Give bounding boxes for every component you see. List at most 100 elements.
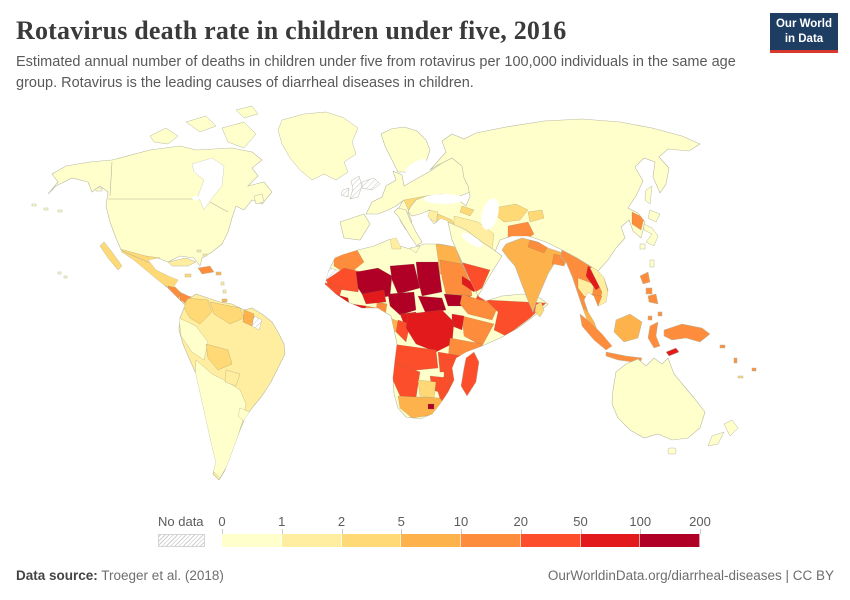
region-baja-california[interactable]: [99, 241, 123, 271]
caspian-sea: [481, 198, 499, 230]
region-peru[interactable]: [179, 317, 209, 361]
legend-bin-100-200[interactable]: [640, 534, 700, 547]
region-vancouver-island[interactable]: [95, 187, 103, 192]
region-ivory-coast[interactable]: [351, 303, 367, 319]
region-sulawesi[interactable]: [647, 321, 661, 349]
region-puerto-rico[interactable]: [215, 271, 222, 276]
region-botswana[interactable]: [417, 379, 437, 399]
legend-color-bar[interactable]: [222, 534, 700, 547]
region-new-zealand-south[interactable]: [707, 431, 725, 447]
region-sierra-leone-liberia[interactable]: [333, 304, 353, 318]
region-venezuela[interactable]: [209, 301, 245, 325]
legend-bin-20-50[interactable]: [520, 534, 581, 547]
region-sakhalin[interactable]: [644, 185, 653, 205]
region-paraguay[interactable]: [224, 369, 241, 387]
region-tasmania[interactable]: [667, 447, 677, 455]
region-arctic-islands[interactable]: [221, 121, 257, 149]
region-arctic-islands[interactable]: [185, 115, 217, 133]
legend-bin-50-100[interactable]: [580, 534, 641, 547]
region-arctic-islands[interactable]: [235, 105, 259, 119]
legend-bin-5-10[interactable]: [401, 534, 461, 547]
legend-bin-10-20[interactable]: [461, 534, 521, 547]
region-kyrgyzstan-tajikistan[interactable]: [527, 209, 545, 223]
region-ireland[interactable]: [340, 187, 350, 198]
region-madagascar[interactable]: [460, 351, 480, 397]
persian-gulf: [461, 232, 483, 248]
region-italy[interactable]: [393, 207, 423, 247]
region-togo-benin[interactable]: [375, 301, 388, 317]
region-chad[interactable]: [415, 261, 443, 297]
region-aleutian-islands[interactable]: [43, 207, 49, 211]
region-kenya[interactable]: [461, 315, 495, 347]
region-maluku[interactable]: [657, 311, 663, 317]
region-ghana[interactable]: [365, 305, 378, 320]
owid-logo-line2: in Data: [784, 32, 824, 45]
region-dr-congo[interactable]: [405, 309, 455, 353]
region-philippines[interactable]: [639, 271, 651, 285]
region-nigeria[interactable]: [387, 291, 417, 316]
region-canada-usa[interactable]: [47, 145, 273, 319]
legend-no-data-swatch[interactable]: [158, 534, 205, 547]
region-new-guinea[interactable]: [663, 323, 711, 343]
region-azerbaijan-armenia[interactable]: [459, 205, 475, 217]
region-lesotho[interactable]: [427, 403, 435, 410]
data-source-note: Data source: Troeger et al. (2018): [16, 568, 224, 583]
legend-tick-label: 50: [573, 514, 588, 529]
region-guatemala[interactable]: [167, 285, 182, 300]
region-lesser-antilles[interactable]: [220, 281, 225, 286]
region-greenland[interactable]: [277, 111, 359, 181]
region-new-zealand-north[interactable]: [723, 419, 739, 437]
region-hispaniola[interactable]: [197, 265, 215, 275]
legend-bin-1-2[interactable]: [281, 534, 342, 547]
region-hawaii[interactable]: [57, 271, 62, 275]
region-sudan[interactable]: [439, 259, 473, 297]
region-australia[interactable]: [611, 357, 706, 441]
region-sri-lanka[interactable]: [534, 301, 545, 318]
region-vanuatu[interactable]: [733, 357, 738, 364]
region-bahamas[interactable]: [202, 253, 208, 257]
region-cuba[interactable]: [167, 257, 197, 267]
region-iceland[interactable]: [361, 177, 381, 191]
region-borneo[interactable]: [613, 313, 643, 343]
region-philippines[interactable]: [645, 287, 653, 295]
region-japan-kyushu[interactable]: [639, 243, 646, 250]
legend-tick-label: 5: [397, 514, 405, 529]
region-niger[interactable]: [389, 263, 421, 295]
region-timor[interactable]: [665, 347, 680, 357]
region-aleutian-islands[interactable]: [31, 203, 37, 207]
legend-bin-2-5[interactable]: [341, 534, 402, 547]
legend-tick-label: 10: [453, 514, 469, 529]
region-japan-hokkaido[interactable]: [647, 209, 661, 223]
owid-logo-line1: Our World: [775, 18, 832, 31]
region-fiji[interactable]: [751, 367, 757, 372]
region-maluku[interactable]: [647, 315, 653, 321]
legend-bin-0-1[interactable]: [222, 534, 282, 547]
region-hawaii[interactable]: [63, 275, 68, 279]
region-burkina-faso[interactable]: [361, 289, 387, 305]
owid-logo[interactable]: Our World in Data: [770, 13, 838, 53]
region-lesser-antilles[interactable]: [222, 289, 227, 294]
region-syria[interactable]: [427, 209, 439, 223]
region-bahamas[interactable]: [196, 249, 202, 253]
region-sumatra[interactable]: [579, 313, 613, 351]
region-philippines[interactable]: [647, 293, 659, 305]
region-japan-honshu[interactable]: [643, 223, 659, 247]
region-ethiopia[interactable]: [459, 293, 501, 321]
credit-link[interactable]: OurWorldinData.org/diarrheal-diseases | …: [547, 568, 834, 583]
region-taiwan[interactable]: [649, 259, 655, 268]
region-united-kingdom[interactable]: [349, 175, 363, 200]
legend-tick-label: 1: [278, 514, 286, 529]
region-solomon-islands[interactable]: [719, 344, 726, 349]
region-sicily[interactable]: [409, 245, 421, 254]
border-us-canada: [108, 161, 229, 213]
region-suriname[interactable]: [251, 315, 263, 331]
region-bolivia[interactable]: [205, 343, 233, 371]
region-aleutian-islands[interactable]: [57, 209, 63, 213]
region-arctic-islands[interactable]: [149, 127, 179, 145]
region-central-african-republic[interactable]: [417, 295, 447, 315]
region-trinidad[interactable]: [221, 298, 228, 303]
region-iberia[interactable]: [339, 213, 371, 241]
region-new-caledonia[interactable]: [737, 375, 744, 379]
region-newfoundland[interactable]: [253, 193, 265, 205]
region-jamaica[interactable]: [184, 273, 192, 278]
